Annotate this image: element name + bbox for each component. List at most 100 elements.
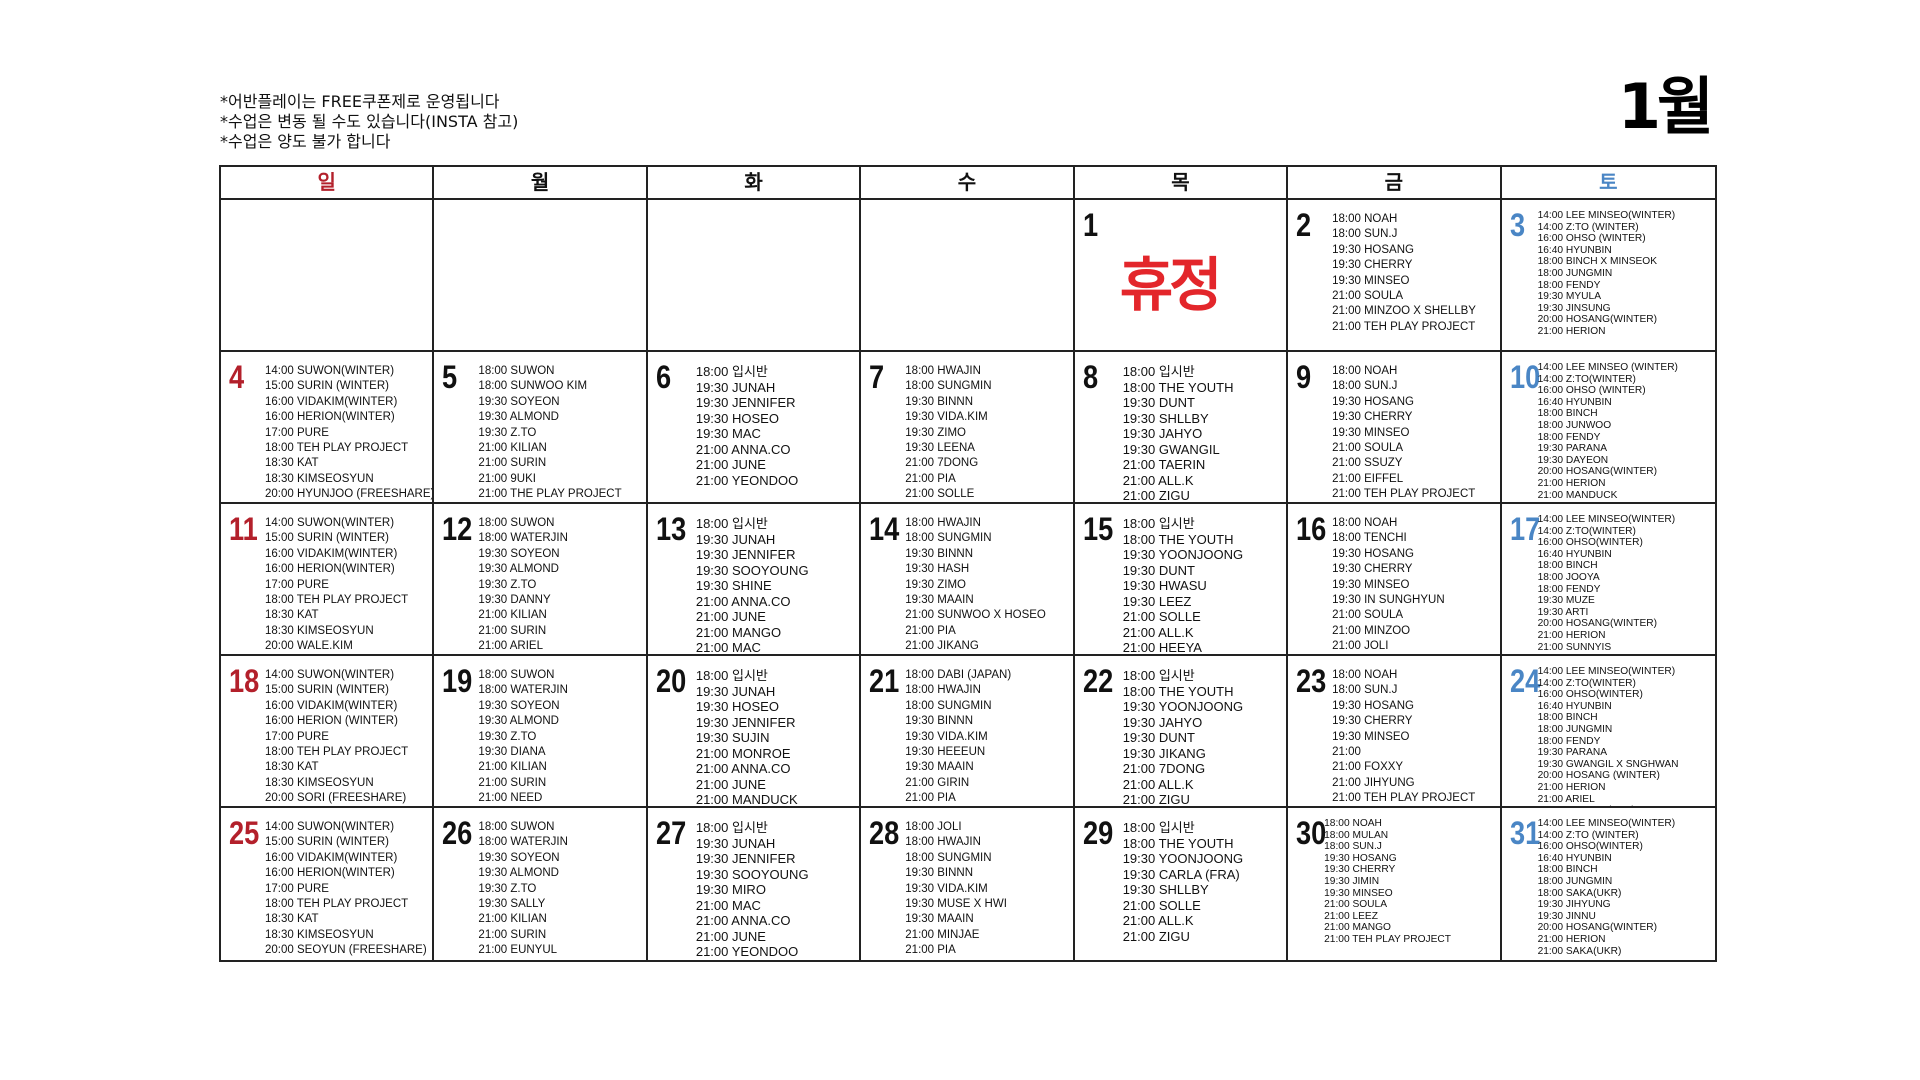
class-entry: 19:30 ZIMO — [905, 578, 966, 591]
class-entry: 19:30 HOSEO — [695, 699, 779, 714]
class-entry: 21:00 EIFFEL — [1332, 472, 1404, 485]
class-entry: 21:00 MINJAE — [905, 928, 980, 941]
class-entry: 19:30 Z.TO — [478, 426, 537, 439]
day-cell-2: 2 18:00 NOAH 18:00 SUN.J 19:30 HOSANG 19:30 … — [1288, 200, 1502, 352]
class-schedule-list: 18:00 SUWON 18:00 WATERJIN 19:30 SOYEON 19:… — [478, 668, 621, 806]
class-entry: 17:00 PURE — [265, 578, 329, 591]
class-entry: 18:00 JOOYA — [1537, 571, 1600, 583]
class-entry: 19:30 JIHYUNG — [1537, 899, 1611, 911]
class-entry: 18:00 입시반 — [1122, 516, 1195, 531]
day-cell-25: 25 14:00 SUWON(WINTER) 15:00 SURIN (WINTER… — [221, 808, 435, 960]
class-entry: 19:30 DANNY — [478, 594, 551, 607]
class-entry: 21:00 TEH PLAY PROJECT — [1324, 933, 1451, 945]
class-entry: 16:00 OHSO(WINTER) — [1537, 689, 1643, 701]
day-cell-31: 31 14:00 LEE MINSEO(WINTER) 14:00 Z:TO (WI… — [1502, 808, 1715, 960]
class-entry: 18:30 KIMSEOSYUN — [265, 776, 374, 789]
class-entry: 18:00 NOAH — [1332, 365, 1398, 377]
class-entry: 21:00 SURIN — [478, 624, 547, 637]
class-entry: 21:00 THE PLAY PROJECT — [478, 959, 621, 961]
class-entry: 19:30 MYULA — [1537, 291, 1601, 303]
class-entry: 16:00 OHSO(WINTER) — [1537, 841, 1643, 853]
day-cell-9: 9 18:00 NOAH 18:00 SUN.J 19:30 HOSANG 19:30 … — [1288, 352, 1502, 504]
class-entry: 18:00 BINCH — [1537, 712, 1598, 724]
day-number: 31 — [1509, 815, 1540, 851]
class-entry: 18:00 입시반 — [1122, 668, 1195, 683]
class-entry: 21:00 ALL.K — [1122, 624, 1194, 640]
class-entry: 19:30 JINNU — [1537, 910, 1596, 922]
day-cell-19: 19 18:00 SUWON 18:00 WATERJIN 19:30 SOYEON 1… — [434, 656, 648, 808]
class-schedule-list: 18:00 입시반 18:00 THE YOUTH 19:30 DUNT 19:30 … — [1122, 364, 1234, 503]
class-entry: 18:00 HWAJIN — [905, 517, 981, 529]
day-cell-empty — [861, 200, 1075, 352]
class-entry: 19:30 SOOYOUNG — [695, 562, 809, 578]
class-entry: 16:00 VIDAKIM(WINTER) — [265, 851, 398, 864]
class-entry: 21:00 MANDUCK — [695, 792, 798, 807]
class-entry: 19:30 SOOYOUNG — [695, 866, 809, 882]
class-entry: 18:30 KIMSEOSYUN — [265, 472, 374, 485]
class-entry: 19:30 YOONJOONG — [1122, 851, 1244, 866]
class-entry: 19:30 HOSANG — [1332, 547, 1414, 560]
class-entry: 14:00 Z:TO(WINTER) — [1537, 677, 1636, 689]
class-entry: 20:00 HOSANG (WINTER) — [1537, 770, 1660, 782]
class-entry: 21:00 SOULA — [1332, 290, 1404, 303]
class-entry: 16:00 OHSO (WINTER) — [1537, 233, 1646, 245]
day-cell-24: 24 14:00 LEE MINSEO(WINTER) 14:00 Z:TO(WIN… — [1501, 656, 1715, 808]
class-entry: 18:00 SAKA(UKR) — [1537, 887, 1622, 899]
class-entry: 17:00 PURE — [265, 882, 329, 895]
day-number: 25 — [229, 815, 260, 851]
class-schedule-list: 14:00 SUWON(WINTER) 15:00 SURIN (WINTER) 1… — [265, 820, 427, 959]
notice-line-change: *수업은 변동 될 수도 있습니다(INSTA 참고) — [220, 112, 519, 131]
day-number: 21 — [869, 663, 900, 699]
class-entry: 21:00 SURIN — [478, 776, 547, 789]
class-entry: 21:00 JUNE — [695, 457, 766, 472]
class-entry: 18:00 입시반 — [695, 364, 768, 379]
class-entry: 15:00 SURIN (WINTER) — [265, 684, 389, 697]
class-entry: 21:00 ARIEL — [1537, 793, 1595, 805]
class-entry: 18:00 입시반 — [1122, 820, 1195, 835]
month-title: 1월 — [1617, 70, 1714, 143]
class-entry: 18:00 SUWON — [478, 821, 555, 833]
class-entry: 21:00 SAKA(UKR) — [1537, 945, 1622, 957]
class-entry: 21:00 ALL.K — [1122, 913, 1194, 928]
class-entry: 19:30 SOYEON — [478, 395, 560, 408]
day-number: 23 — [1296, 663, 1327, 699]
class-entry: 19:30 DUNT — [1122, 730, 1195, 745]
class-schedule-list: 14:00 SUWON(WINTER) 15:00 SURIN (WINTER) 1… — [265, 668, 408, 806]
class-entry: 19:30 MAAIN — [905, 913, 974, 926]
class-entry: 19:30 GWANGIL X SNGHWAN — [1537, 758, 1679, 770]
class-entry: 21:00 SOLLE — [905, 488, 975, 501]
class-entry: 18:00 SUWON — [478, 669, 555, 681]
day-number: 3 — [1509, 207, 1525, 243]
class-entry: 21:00 PIA — [905, 472, 956, 485]
class-entry: 21:00 MAC — [695, 640, 761, 655]
class-entry: 21:00 KILIAN — [478, 761, 547, 774]
class-schedule-list: 18:00 NOAH 18:00 TENCHI 19:30 HOSANG 19:30 … — [1332, 516, 1475, 654]
class-entry: 19:30 CHERRY — [1324, 864, 1396, 876]
class-entry: 15:00 SURIN (WINTER) — [265, 532, 389, 545]
class-entry: 18:00 FENDY — [1537, 735, 1601, 747]
class-entry: 18:00 SUNGMIN — [905, 851, 992, 864]
day-cell-17: 17 14:00 LEE MINSEO(WINTER) 14:00 Z:TO(WIN… — [1501, 504, 1715, 656]
class-entry: 14:00 Z:TO (WINTER) — [1537, 221, 1639, 233]
day-cell-28: 28 18:00 JOLI 18:00 HWAJIN 18:00 SUNGMIN 19:… — [861, 808, 1075, 960]
class-entry: 19:30 DUNT — [1122, 562, 1195, 578]
class-entry: 21:00 MANGO — [1324, 922, 1391, 934]
class-entry: 21:00 ZIGU — [1122, 488, 1190, 503]
class-entry: 19:30 MAC — [695, 426, 761, 441]
class-entry: 18:00 FENDY — [1537, 279, 1601, 291]
weekday-wed: 수 — [861, 167, 1075, 198]
day-number: 10 — [1509, 359, 1540, 395]
class-entry: 19:30 Z.TO — [478, 882, 537, 895]
class-entry: 16:40 HYUNBIN — [1537, 244, 1612, 256]
class-entry: 21:00 ALL.K — [1122, 776, 1194, 792]
class-schedule-list: 18:00 HWAJIN 18:00 SUNGMIN 19:30 BINNN 19:3… — [905, 364, 991, 502]
class-entry: 18:00 WATERJIN — [478, 532, 568, 545]
class-entry: 19:30 JUNAH — [695, 683, 776, 699]
class-entry: 19:30 JUNAH — [695, 835, 776, 851]
class-schedule-list: 18:00 NOAH 18:00 SUN.J 19:30 HOSANG 19:30 C… — [1332, 668, 1475, 806]
class-entry: 19:30 ALMOND — [478, 715, 559, 728]
class-entry: 18:00 SUN.J — [1324, 841, 1382, 853]
class-entry: 16:00 HERION(WINTER) — [265, 867, 395, 880]
class-entry: 21:00 EUNYUL — [478, 944, 558, 957]
class-entry: 19:30 HOSEO — [695, 410, 779, 426]
